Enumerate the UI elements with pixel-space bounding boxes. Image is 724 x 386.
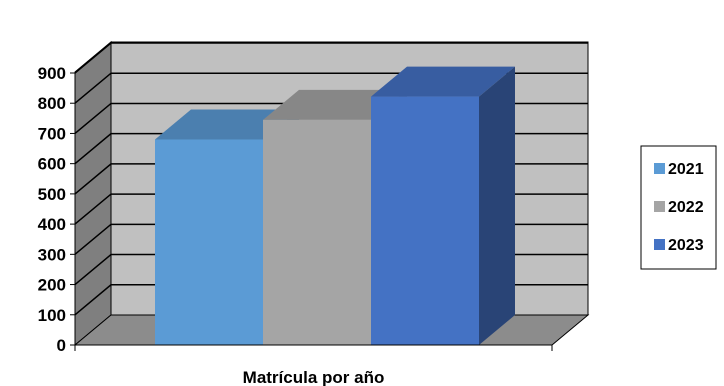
y-tick-label: 600 bbox=[38, 155, 66, 174]
y-tick-label: 700 bbox=[38, 124, 66, 143]
gridline bbox=[74, 42, 588, 74]
y-tick-label: 0 bbox=[57, 336, 66, 355]
y-tick-label: 300 bbox=[38, 245, 66, 264]
y-tick-label: 800 bbox=[38, 94, 66, 113]
legend-swatch-2021 bbox=[654, 163, 665, 174]
bar-top-2023 bbox=[371, 66, 515, 97]
legend-label-2022: 2022 bbox=[668, 199, 704, 216]
legend-swatch-2023 bbox=[654, 239, 665, 250]
y-tick-label: 400 bbox=[38, 215, 66, 234]
y-tick-label: 100 bbox=[38, 306, 66, 325]
legend-label-2021: 2021 bbox=[668, 161, 704, 178]
legend-swatch-2022 bbox=[654, 201, 665, 212]
legend: 2021 2022 2023 bbox=[640, 145, 717, 270]
y-tick-label: 200 bbox=[38, 276, 66, 295]
legend-box bbox=[640, 145, 717, 270]
bar-front-2022 bbox=[263, 119, 371, 345]
bar-side-2023 bbox=[479, 66, 515, 345]
bar-front-2021 bbox=[155, 139, 263, 345]
y-tick-label: 500 bbox=[38, 185, 66, 204]
legend-label-2023: 2023 bbox=[668, 237, 704, 254]
x-category-label: Matrícula por año bbox=[243, 368, 385, 386]
y-tick-label: 900 bbox=[38, 64, 66, 83]
bar-front-2023 bbox=[371, 96, 479, 345]
bar-2023 bbox=[371, 66, 515, 345]
